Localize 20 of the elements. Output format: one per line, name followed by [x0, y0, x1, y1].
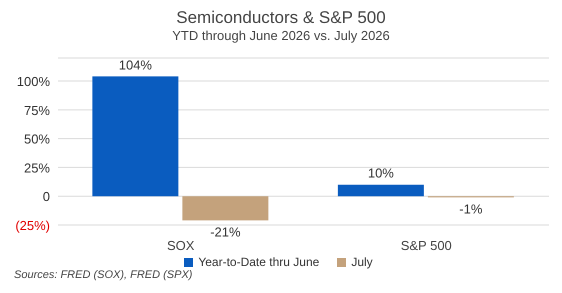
y-tick-label: 50% — [24, 132, 50, 147]
bar — [92, 76, 178, 196]
y-tick-label: 75% — [24, 102, 50, 118]
data-label: -1% — [459, 201, 483, 216]
data-label: 104% — [118, 57, 152, 72]
y-tick-label: 0 — [42, 189, 50, 204]
bar — [182, 196, 268, 220]
source-note: Sources: FRED (SOX), FRED (SPX) — [14, 269, 194, 281]
y-tick-label: 100% — [16, 74, 50, 90]
y-tick-label: (25%) — [15, 218, 50, 233]
data-label: 10% — [368, 166, 394, 181]
x-tick-label: S&P 500 — [400, 238, 452, 254]
chart-title: Semiconductors & S&P 500 — [175, 8, 387, 28]
legend-label: July — [350, 255, 373, 269]
y-tick-label: 25% — [24, 160, 50, 176]
x-tick-label: SOX — [167, 238, 195, 254]
chart-subtitle: YTD through June 2026 vs. July 2026 — [171, 28, 391, 44]
legend-label: Year-to-Date thru June — [197, 255, 320, 269]
bar — [338, 184, 424, 196]
data-label: -21% — [210, 224, 241, 240]
